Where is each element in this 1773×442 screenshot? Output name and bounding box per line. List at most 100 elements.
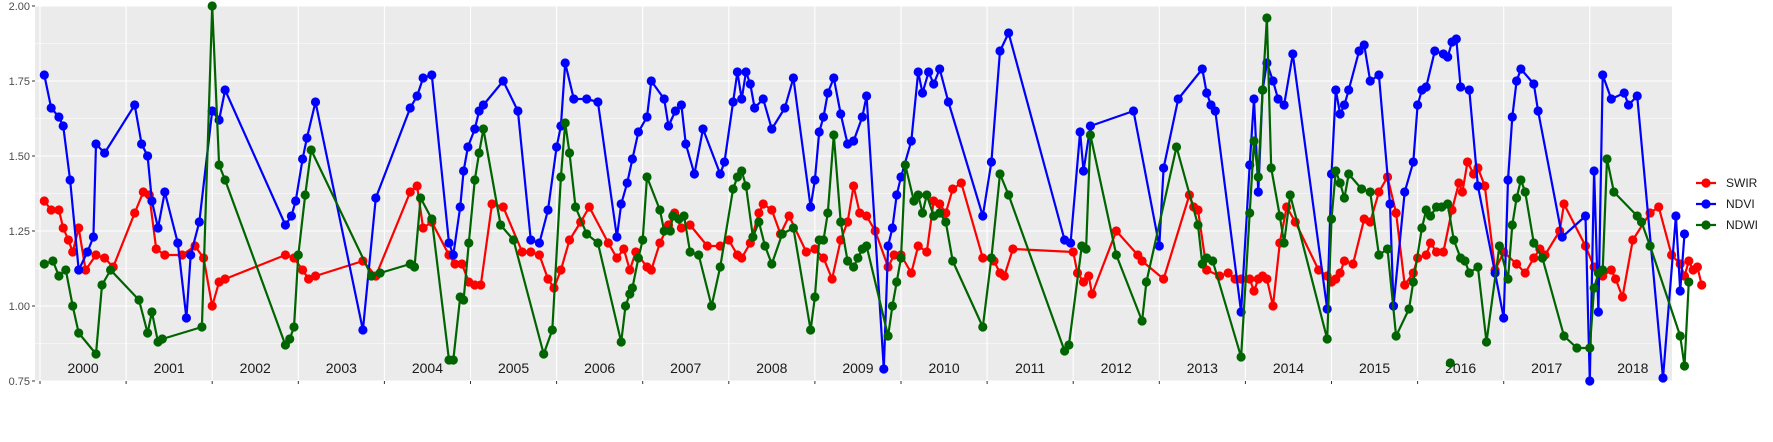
- data-point-ndvi: [1473, 181, 1483, 191]
- data-point-swir: [1457, 187, 1467, 197]
- data-point-swir: [1480, 181, 1490, 191]
- data-point-ndwi: [97, 280, 107, 290]
- data-point-ndvi: [943, 97, 954, 107]
- data-point-ndvi: [829, 73, 839, 83]
- data-point-ndvi: [194, 217, 204, 227]
- data-point-ndwi: [464, 238, 474, 248]
- data-point-swir: [1438, 247, 1448, 257]
- data-point-ndvi: [681, 139, 691, 149]
- data-point-ndvi: [1359, 40, 1369, 50]
- data-point-ndvi: [1066, 238, 1076, 248]
- data-point-ndwi: [300, 190, 310, 200]
- data-point-swir: [476, 280, 486, 290]
- data-point-ndvi: [74, 265, 84, 275]
- data-point-ndwi: [707, 301, 717, 311]
- data-point-ndwi: [978, 322, 988, 332]
- data-point-ndvi: [412, 91, 422, 101]
- data-point-ndvi: [91, 139, 101, 149]
- data-point-ndvi: [1159, 163, 1169, 173]
- data-point-ndwi: [547, 325, 557, 335]
- data-point-ndwi: [375, 268, 385, 278]
- data-point-ndvi: [100, 148, 110, 158]
- data-point-ndwi: [1609, 187, 1619, 197]
- series-swir: [39, 157, 1707, 311]
- data-point-swir: [405, 187, 415, 197]
- data-point-ndwi: [1331, 166, 1341, 176]
- data-point-swir: [906, 268, 916, 278]
- data-point-ndvi: [186, 250, 196, 260]
- data-point-ndvi: [1456, 82, 1466, 92]
- data-point-ndwi: [207, 1, 217, 11]
- data-point-ndwi: [679, 211, 689, 221]
- data-point-swir: [1462, 157, 1473, 167]
- legend-item-ndvi: NDVI: [1696, 197, 1755, 211]
- data-point-ndwi: [818, 235, 829, 245]
- data-point-swir: [1339, 256, 1349, 266]
- data-point-swir: [1512, 259, 1522, 269]
- data-point-ndwi: [1404, 304, 1414, 314]
- data-point-ndvi: [818, 112, 829, 122]
- data-point-ndwi: [1464, 268, 1474, 278]
- data-point-swir: [487, 199, 497, 209]
- data-point-ndvi: [291, 196, 301, 206]
- data-point-swir: [737, 253, 747, 263]
- data-point-ndwi: [508, 235, 519, 245]
- year-label: 2013: [1187, 360, 1218, 376]
- data-point-swir: [1374, 187, 1384, 197]
- data-point-swir: [556, 265, 566, 275]
- data-point-ndwi: [754, 217, 764, 227]
- data-point-ndwi: [560, 118, 570, 128]
- data-point-ndvi: [1589, 166, 1599, 176]
- data-point-ndwi: [741, 181, 751, 191]
- data-point-ndvi: [1210, 106, 1220, 116]
- data-point-ndvi: [1344, 85, 1354, 95]
- data-point-ndwi: [1473, 262, 1483, 272]
- data-point-ndwi: [694, 250, 704, 260]
- year-label: 2004: [412, 360, 443, 376]
- data-point-ndwi: [760, 241, 770, 251]
- data-point-ndwi: [1141, 277, 1151, 287]
- data-point-ndwi: [1344, 169, 1354, 179]
- data-point-ndwi: [1236, 352, 1246, 362]
- data-point-ndwi: [1339, 193, 1349, 203]
- data-point-ndwi: [1494, 241, 1504, 251]
- data-point-ndwi: [638, 235, 648, 245]
- data-point-ndwi: [539, 349, 549, 359]
- legend: SWIR NDVI NDWI: [1696, 176, 1758, 232]
- data-point-swir: [999, 271, 1009, 281]
- data-point-ndvi: [153, 223, 163, 233]
- data-point-ndvi: [463, 142, 473, 152]
- data-point-ndwi: [1374, 250, 1384, 260]
- data-point-swir: [91, 250, 101, 260]
- data-point-swir: [1335, 268, 1345, 278]
- data-point-ndvi: [1085, 121, 1095, 131]
- data-point-ndwi: [1326, 214, 1337, 224]
- data-point-ndwi: [143, 328, 153, 338]
- data-point-ndwi: [1512, 193, 1522, 203]
- data-point-ndvi: [181, 313, 191, 323]
- data-point-ndvi: [1202, 88, 1212, 98]
- data-point-ndwi: [427, 214, 437, 224]
- data-point-swir: [1473, 163, 1483, 173]
- data-point-ndvi: [1658, 373, 1668, 383]
- data-point-swir: [1697, 280, 1707, 290]
- data-point-ndvi: [1335, 109, 1345, 119]
- data-point-ndvi: [1430, 46, 1440, 56]
- data-point-ndvi: [1499, 313, 1509, 323]
- data-point-ndvi: [1516, 64, 1526, 74]
- data-point-ndwi: [1507, 220, 1517, 230]
- data-point-swir: [68, 247, 78, 257]
- data-point-ndwi: [1279, 238, 1289, 248]
- data-point-ndvi: [896, 172, 906, 182]
- data-point-ndvi: [750, 103, 760, 113]
- data-point-swir: [1084, 271, 1094, 281]
- year-label: 2000: [67, 360, 98, 376]
- data-point-swir: [207, 301, 217, 311]
- data-point-ndwi: [54, 271, 64, 281]
- data-point-ndwi: [1171, 142, 1182, 152]
- data-point-ndwi: [843, 256, 853, 266]
- data-point-ndwi: [1253, 172, 1263, 182]
- data-point-swir: [310, 271, 321, 281]
- data-point-ndvi: [1580, 211, 1591, 221]
